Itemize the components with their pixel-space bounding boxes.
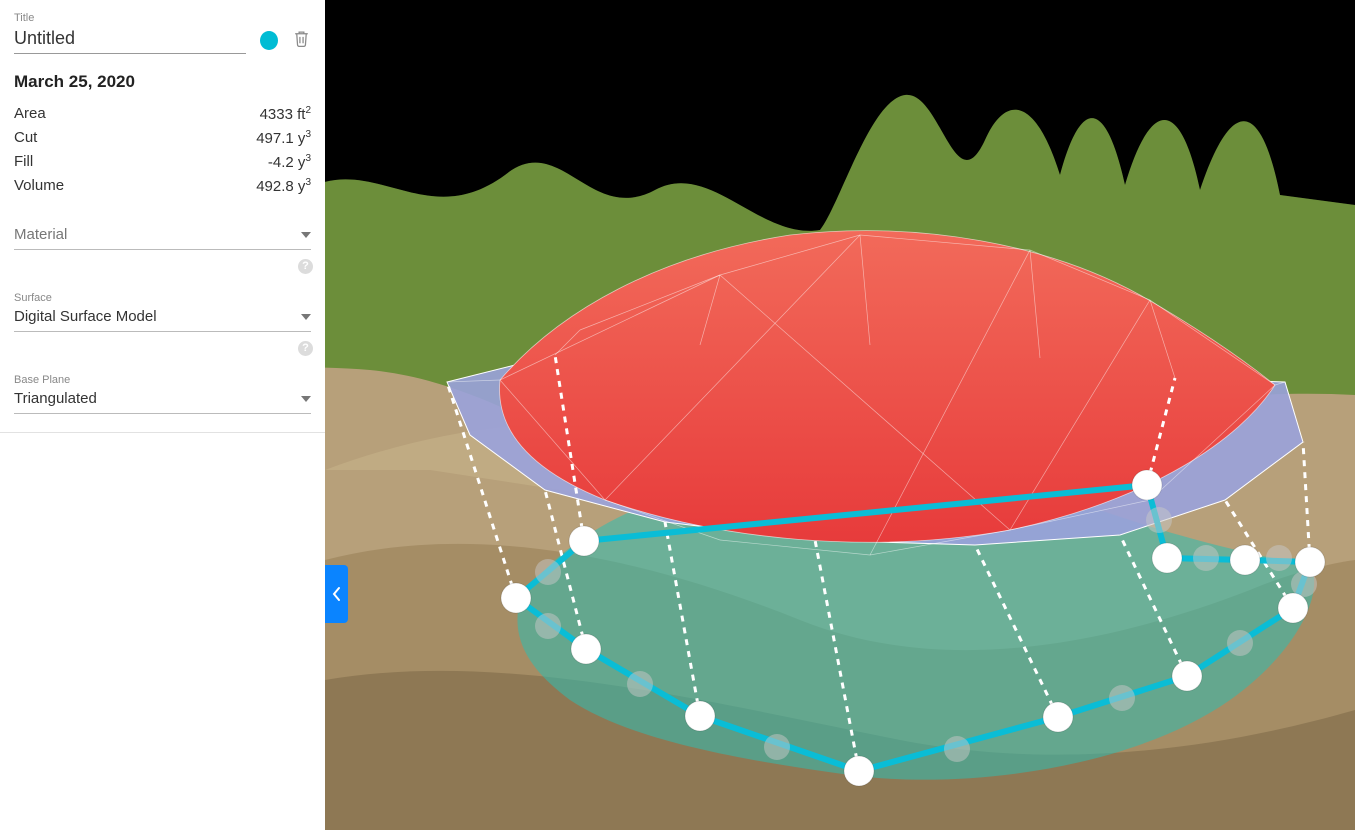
stats-block: Area 4333 ft2 Cut 497.1 y3 Fill -4.2 y3 … — [14, 102, 311, 198]
viewport-3d[interactable] — [325, 0, 1355, 830]
delete-icon[interactable] — [292, 29, 311, 51]
stat-cut: Cut 497.1 y3 — [14, 126, 311, 150]
stat-area: Area 4333 ft2 — [14, 102, 311, 126]
chevron-down-icon — [301, 232, 311, 238]
stat-fill: Fill -4.2 y3 — [14, 150, 311, 174]
color-swatch[interactable] — [260, 31, 278, 50]
baseplane-field-label: Base Plane — [14, 374, 311, 386]
stat-area-label: Area — [14, 105, 46, 123]
stat-cut-label: Cut — [14, 129, 37, 147]
stat-fill-label: Fill — [14, 153, 33, 171]
material-select-label: Material — [14, 226, 67, 243]
panel-divider — [0, 432, 325, 433]
baseplane-select[interactable]: Triangulated — [14, 386, 311, 414]
material-field: Material ? — [14, 222, 311, 250]
title-field-label: Title — [14, 12, 311, 24]
stat-volume-value: 492.8 y3 — [256, 177, 311, 195]
surface-select[interactable]: Digital Surface Model — [14, 304, 311, 332]
scene-svg — [325, 0, 1355, 830]
stat-volume-label: Volume — [14, 177, 64, 195]
title-input[interactable] — [14, 26, 246, 54]
help-icon[interactable]: ? — [298, 259, 313, 274]
chevron-left-icon — [332, 586, 342, 602]
stat-cut-value: 497.1 y3 — [256, 129, 311, 147]
stat-area-value: 4333 ft2 — [260, 105, 311, 123]
measurement-panel: Title March 25, 2020 Area 4333 ft2 Cut 4… — [0, 0, 325, 830]
stat-volume: Volume 492.8 y3 — [14, 174, 311, 198]
surface-field: Surface Digital Surface Model ? — [14, 292, 311, 332]
material-select[interactable]: Material — [14, 222, 311, 250]
chevron-down-icon — [301, 396, 311, 402]
stat-fill-value: -4.2 y3 — [268, 153, 311, 171]
help-icon[interactable]: ? — [298, 341, 313, 356]
baseplane-field: Base Plane Triangulated — [14, 374, 311, 414]
surface-select-value: Digital Surface Model — [14, 308, 157, 325]
measurement-date: March 25, 2020 — [14, 72, 311, 92]
surface-field-label: Surface — [14, 292, 311, 304]
baseplane-select-value: Triangulated — [14, 390, 97, 407]
chevron-down-icon — [301, 314, 311, 320]
collapse-panel-button[interactable] — [325, 565, 348, 623]
